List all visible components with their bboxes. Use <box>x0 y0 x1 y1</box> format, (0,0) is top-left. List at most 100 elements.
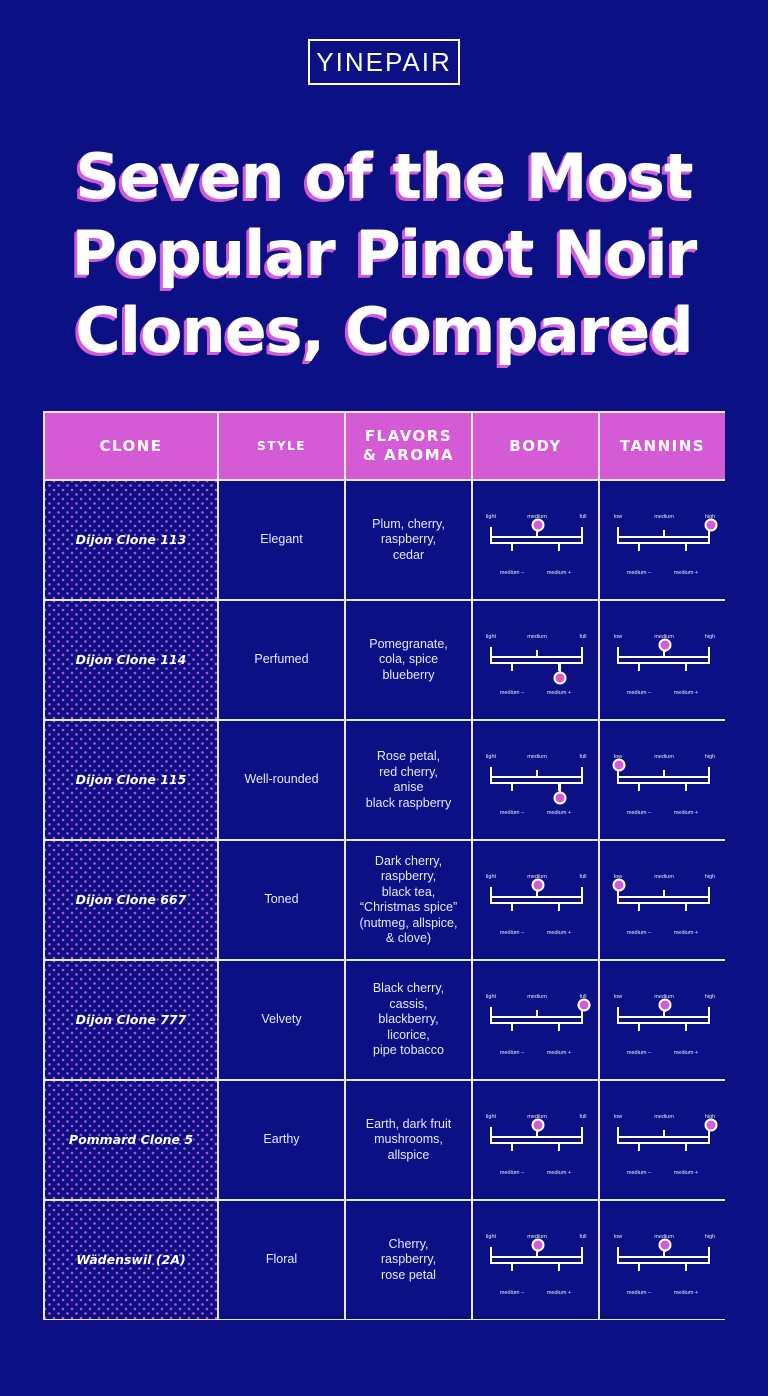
header-flavors: FLAVORS & AROMA <box>346 413 471 479</box>
scale-label: medium <box>654 754 674 760</box>
body-gauge: light medium full medium – medium + <box>473 1081 598 1199</box>
body-gauge-cell: light medium full medium – medium + <box>473 721 598 839</box>
body-gauge: light medium full medium – medium + <box>473 721 598 839</box>
scale-label: high <box>704 994 716 1000</box>
scale-tick-medium-plus <box>558 1023 560 1031</box>
scale-end-right <box>708 1247 710 1264</box>
scale-label: medium + <box>546 930 572 936</box>
clone-name: Dijon Clone 115 <box>75 772 187 788</box>
scale-tick-medium-minus <box>511 1023 513 1031</box>
scale-label: high <box>704 514 716 520</box>
scale-bar-top <box>490 896 583 898</box>
style-cell: Perfumed <box>219 601 344 719</box>
scale-bar-top <box>617 656 710 658</box>
level-marker-dot <box>553 671 567 685</box>
flavors-cell: Cherry, raspberry, rose petal <box>346 1201 471 1319</box>
marker-stem <box>559 663 561 673</box>
scale-tick-medium-minus <box>638 903 640 911</box>
scale-label: full <box>579 1234 587 1240</box>
scale-tick-medium-plus <box>558 1143 560 1151</box>
style-value: Toned <box>264 892 299 907</box>
flavors-value: Black cherry, cassis, blackberry, licori… <box>372 981 445 1058</box>
scale-label: low <box>613 754 623 760</box>
scale-end-left <box>617 1127 619 1144</box>
scale-label: medium + <box>673 1050 699 1056</box>
scale-label: full <box>579 634 587 640</box>
level-marker-dot <box>658 638 672 652</box>
tannins-gauge-cell: low medium high medium – medium + <box>600 1081 725 1199</box>
scale-end-right <box>581 887 583 904</box>
scale-tick-medium <box>536 770 538 777</box>
scale-tick-medium-minus <box>511 663 513 671</box>
style-cell: Elegant <box>219 481 344 599</box>
scale-bar-top <box>490 1016 583 1018</box>
clone-name-cell: Dijon Clone 777 <box>45 961 217 1079</box>
body-gauge-cell: light medium full medium – medium + <box>473 601 598 719</box>
style-value: Velvety <box>261 1012 302 1027</box>
scale-label: light <box>485 754 497 760</box>
scale-end-left <box>617 1247 619 1264</box>
scale-label: low <box>613 1234 623 1240</box>
level-marker-dot <box>704 1118 718 1132</box>
flavors-value: Pomegranate, cola, spice blueberry <box>369 636 448 682</box>
scale-label: low <box>613 994 623 1000</box>
scale-label: medium – <box>499 930 525 936</box>
scale-tick-medium-minus <box>638 663 640 671</box>
scale-label: high <box>704 754 716 760</box>
scale-label: medium <box>527 514 547 520</box>
body-gauge-cell: light medium full medium – medium + <box>473 1201 598 1319</box>
scale-label: medium – <box>499 570 525 576</box>
scale-bar-bottom <box>490 662 583 664</box>
tannins-gauge: low medium high medium – medium + <box>600 961 725 1079</box>
scale-label: medium <box>527 994 547 1000</box>
marker-stem <box>559 783 561 793</box>
scale-tick-medium <box>536 530 538 537</box>
scale-label: medium <box>654 1234 674 1240</box>
level-marker-dot <box>577 998 591 1012</box>
scale-label: high <box>704 874 716 880</box>
scale-tick-medium-minus <box>511 903 513 911</box>
scale-bar-top <box>617 776 710 778</box>
scale-end-left <box>490 1127 492 1144</box>
scale-bar-top <box>617 536 710 538</box>
style-value: Perfumed <box>254 652 309 667</box>
vinepair-logo: YINEPAIR <box>308 39 460 85</box>
scale-tick-medium-plus <box>685 1263 687 1271</box>
scale-label: medium – <box>626 570 652 576</box>
tannins-gauge: low medium high medium – medium + <box>600 841 725 959</box>
scale-label: medium – <box>499 690 525 696</box>
scale-bar-top <box>617 1136 710 1138</box>
scale-tick-medium <box>663 1130 665 1137</box>
scale-tick-medium-minus <box>638 543 640 551</box>
scale-bar-bottom <box>490 782 583 784</box>
scale-end-right <box>708 1007 710 1024</box>
scale-label: medium + <box>546 1290 572 1296</box>
scale-label: medium <box>654 994 674 1000</box>
scale-label: medium – <box>626 1290 652 1296</box>
clone-name: Wädenswil (2A) <box>76 1252 186 1268</box>
scale-label: low <box>613 514 623 520</box>
scale-bar-bottom <box>617 662 710 664</box>
flavors-cell: Earth, dark fruit mushrooms, allspice <box>346 1081 471 1199</box>
scale-label: medium <box>527 1234 547 1240</box>
scale-end-left <box>490 1247 492 1264</box>
scale-tick-medium <box>663 890 665 897</box>
body-gauge-cell: light medium full medium – medium + <box>473 841 598 959</box>
scale-tick-medium-minus <box>638 1143 640 1151</box>
flavors-cell: Rose petal, red cherry, anise black rasp… <box>346 721 471 839</box>
scale-end-right <box>581 527 583 544</box>
body-gauge-cell: light medium full medium – medium + <box>473 1081 598 1199</box>
scale-tick-medium <box>536 1250 538 1257</box>
scale-label: medium + <box>546 570 572 576</box>
style-cell: Well-rounded <box>219 721 344 839</box>
clone-name-cell: Dijon Clone 667 <box>45 841 217 959</box>
scale-tick-medium <box>663 530 665 537</box>
scale-label: medium + <box>546 810 572 816</box>
scale-end-left <box>617 887 619 904</box>
scale-label: medium <box>654 1114 674 1120</box>
scale-label: medium + <box>673 810 699 816</box>
scale-label: high <box>704 1114 716 1120</box>
body-gauge: light medium full medium – medium + <box>473 601 598 719</box>
scale-bar-top <box>490 776 583 778</box>
level-marker-dot <box>531 518 545 532</box>
